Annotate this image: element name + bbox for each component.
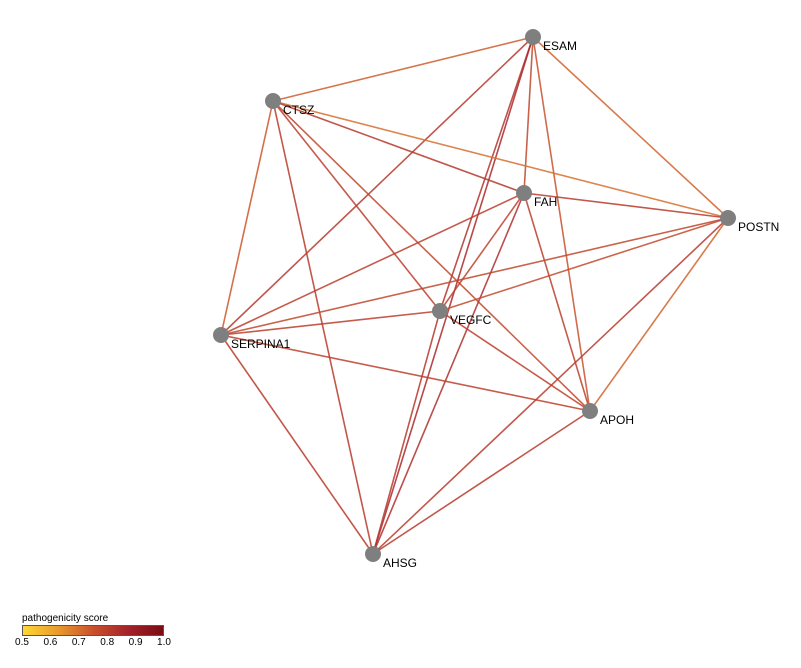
legend-gradient-bar <box>22 625 164 636</box>
edge-vegfc-serpina1 <box>220 310 441 336</box>
edge-esam-ahsg <box>372 36 534 555</box>
node-vegfc[interactable]: VEGFC <box>432 303 492 327</box>
edge-ctsz-apoh <box>272 100 591 412</box>
edge-fah-postn <box>523 192 729 219</box>
edge-ctsz-ahsg <box>272 100 374 555</box>
edge-esam-apoh <box>532 36 591 412</box>
edge-esam-serpina1 <box>220 36 534 336</box>
node-circle[interactable] <box>516 185 532 201</box>
legend-tick: 0.5 <box>15 637 29 648</box>
node-label: APOH <box>600 413 634 427</box>
node-ctsz[interactable]: CTSZ <box>265 93 314 117</box>
node-circle[interactable] <box>582 403 598 419</box>
legend-ticks: 0.5 0.6 0.7 0.8 0.9 1.0 <box>15 636 172 648</box>
node-label: AHSG <box>383 556 417 570</box>
edge-ctsz-serpina1 <box>220 100 274 336</box>
edge-apoh-ahsg <box>372 410 591 555</box>
edge-esam-postn <box>532 36 729 219</box>
node-fah[interactable]: FAH <box>516 185 557 209</box>
legend-tick: 0.7 <box>71 637 86 648</box>
nodes-layer: ESAM CTSZ FAH POSTN VEGFC SERPINA1 APOH AHSG <box>213 29 779 570</box>
node-circle[interactable] <box>365 546 381 562</box>
edge-esam-vegfc <box>439 36 534 312</box>
edge-vegfc-apoh <box>439 310 591 412</box>
edge-postn-vegfc <box>439 217 729 312</box>
edge-fah-vegfc <box>439 192 525 312</box>
edge-fah-serpina1 <box>220 192 525 336</box>
edge-vegfc-ahsg <box>372 310 441 555</box>
node-circle[interactable] <box>525 29 541 45</box>
node-circle[interactable] <box>432 303 448 319</box>
node-serpina1[interactable]: SERPINA1 <box>213 327 291 351</box>
node-postn[interactable]: POSTN <box>720 210 779 234</box>
legend-tick: 1.0 <box>157 637 171 648</box>
edge-serpina1-apoh <box>220 334 591 412</box>
edge-esam-fah <box>523 36 534 194</box>
node-circle[interactable] <box>720 210 736 226</box>
edge-serpina1-ahsg <box>220 334 374 555</box>
node-apoh[interactable]: APOH <box>582 403 634 427</box>
edges-layer <box>220 36 729 555</box>
edge-ctsz-postn <box>272 100 729 219</box>
node-label: POSTN <box>738 220 779 234</box>
legend-title: pathogenicity score <box>22 613 109 624</box>
edge-ctsz-vegfc <box>272 100 441 312</box>
edge-fah-apoh <box>523 192 591 412</box>
edge-postn-apoh <box>589 217 729 412</box>
node-label: SERPINA1 <box>231 337 291 351</box>
node-esam[interactable]: ESAM <box>525 29 577 53</box>
edge-esam-ctsz <box>272 36 534 102</box>
edge-fah-ahsg <box>372 192 525 555</box>
node-circle[interactable] <box>213 327 229 343</box>
legend-tick: 0.6 <box>43 637 58 648</box>
edge-postn-ahsg <box>372 217 729 555</box>
legend-tick: 0.9 <box>128 637 143 648</box>
node-label: ESAM <box>543 39 577 53</box>
node-label: FAH <box>534 195 557 209</box>
legend-tick: 0.8 <box>100 637 115 648</box>
node-label: VEGFC <box>450 313 492 327</box>
node-circle[interactable] <box>265 93 281 109</box>
color-legend: pathogenicity score 0.5 0.6 0.7 0.8 0.9 … <box>15 612 172 648</box>
edge-postn-serpina1 <box>220 217 729 336</box>
node-ahsg[interactable]: AHSG <box>365 546 417 570</box>
node-label: CTSZ <box>283 103 314 117</box>
edge-ctsz-fah <box>272 100 525 194</box>
